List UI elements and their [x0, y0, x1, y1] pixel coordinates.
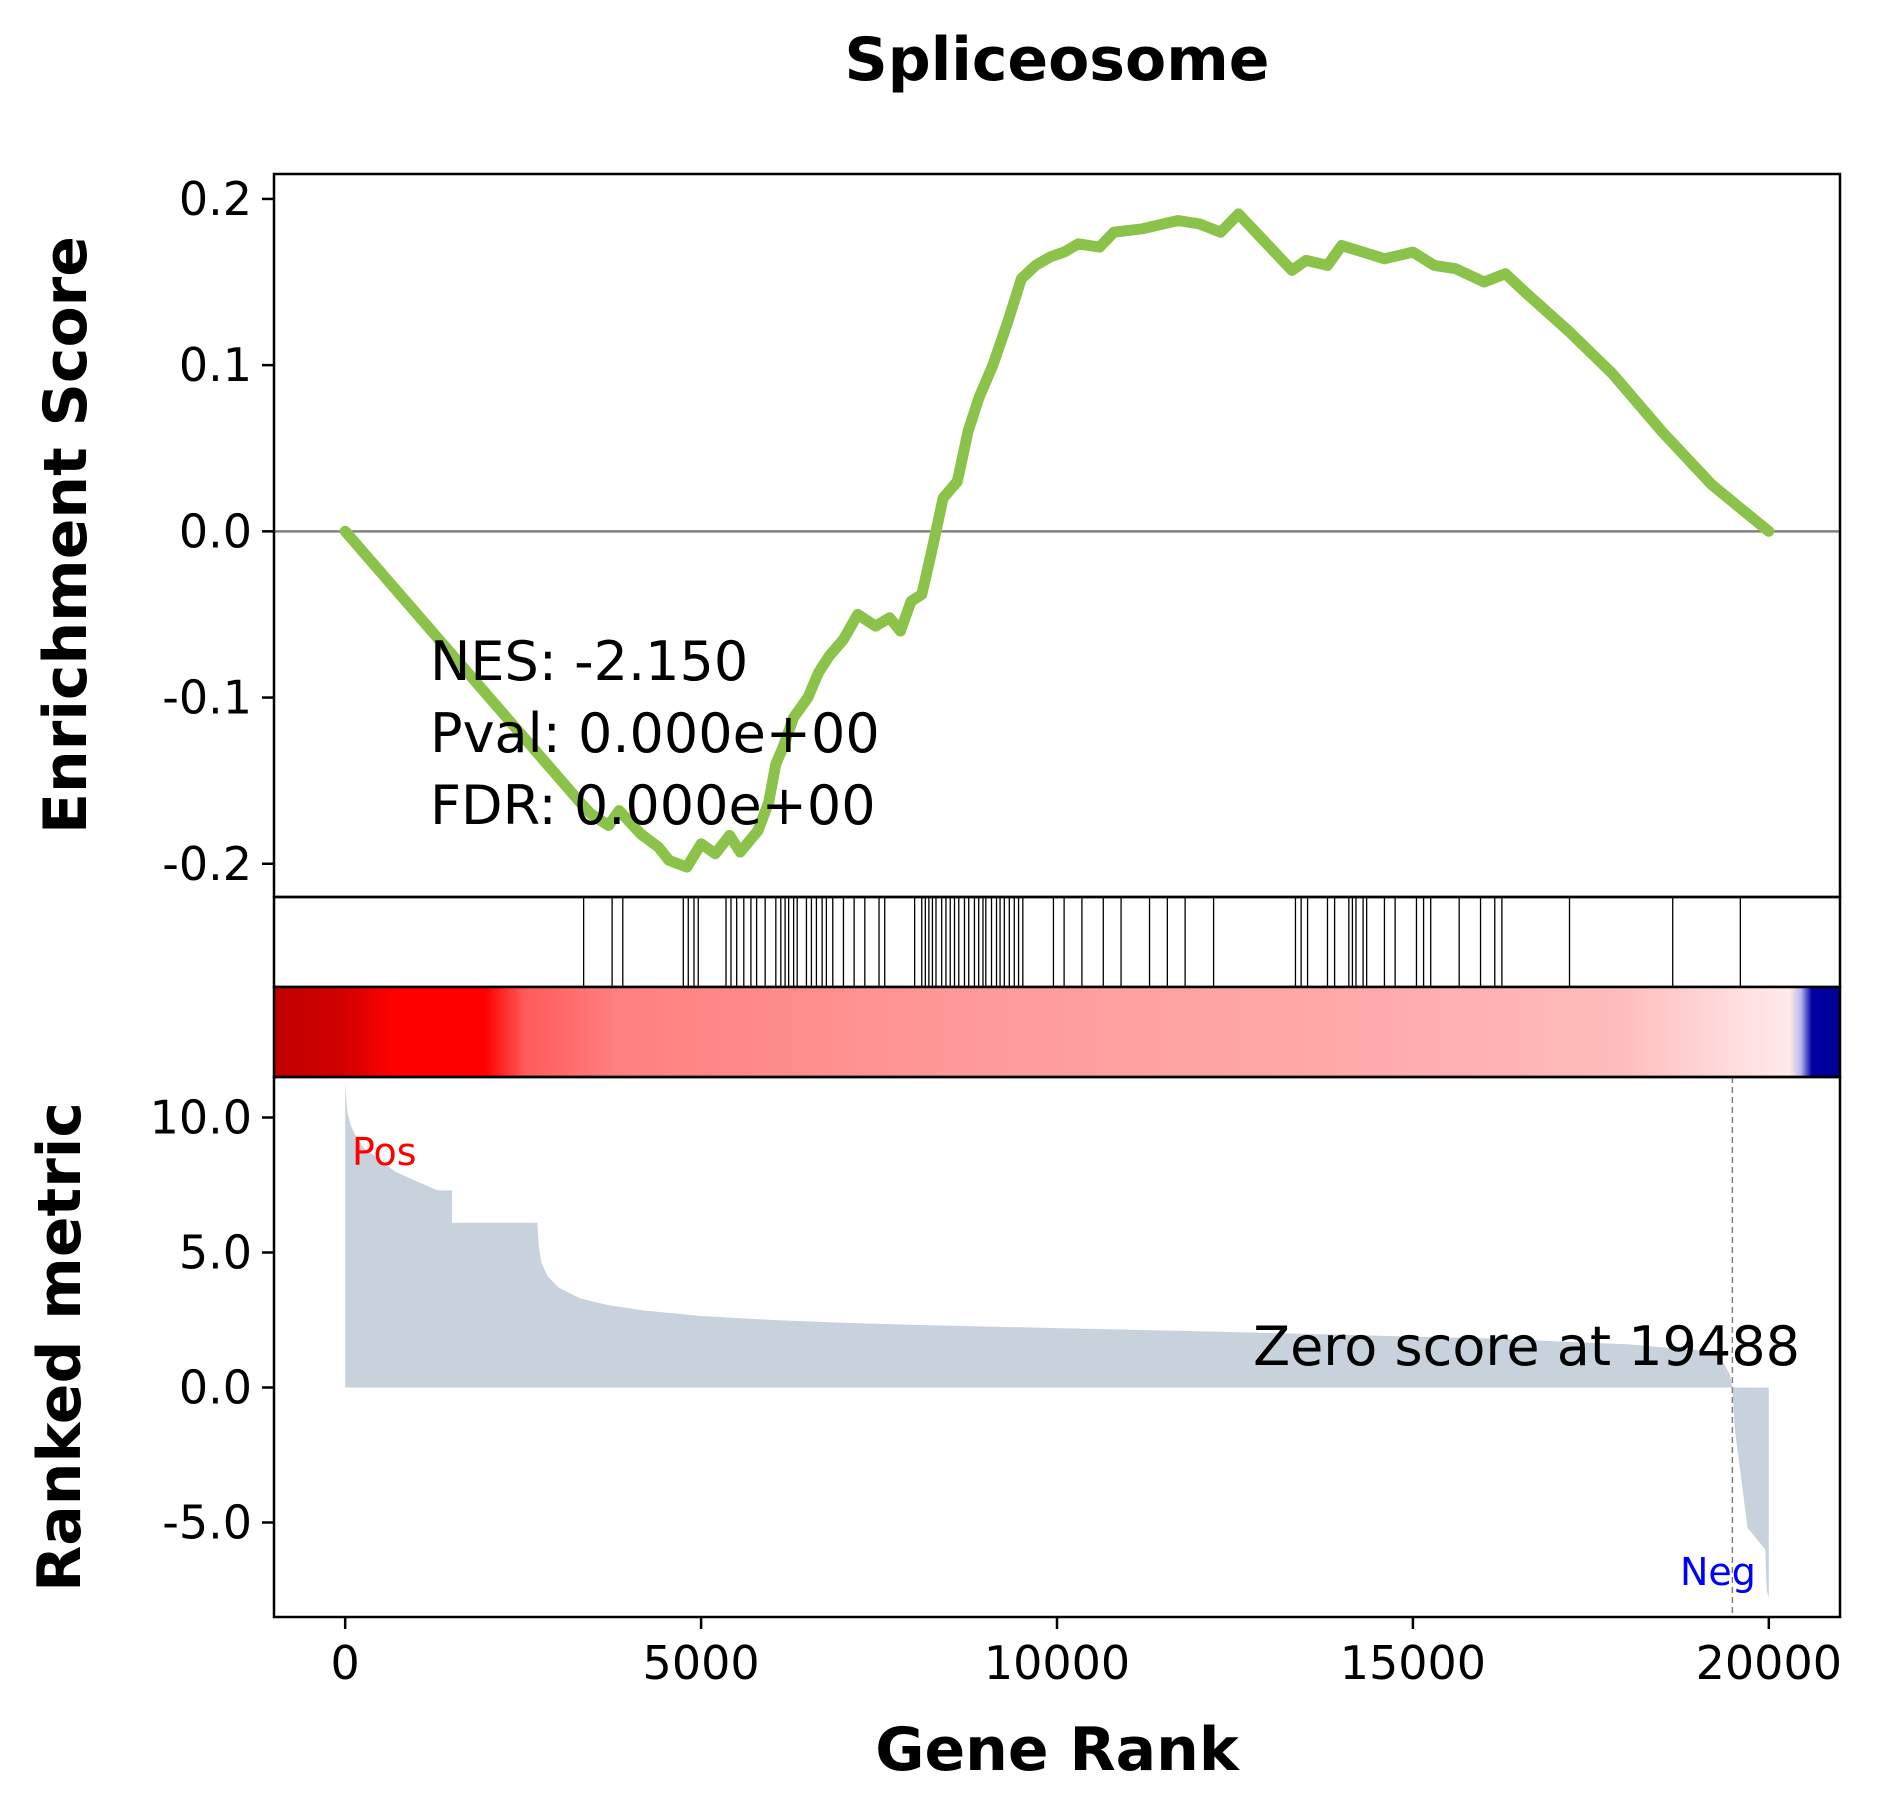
es-y-tick-label: -0.1: [162, 671, 252, 725]
nes-text: NES: -2.150: [430, 630, 748, 693]
ranked-metric-area: [345, 1082, 1769, 1599]
ranked-panel: 10.0 5.0 0.0 -5.0 0 5000 10000 15000 20000 Rank…: [25, 1075, 1842, 1785]
x-tick-label: 20000: [1696, 1636, 1842, 1690]
hits-panel: [272, 895, 1842, 989]
x-axis-title: Gene Rank: [875, 1715, 1241, 1785]
ranked-y-tick-label: 10.0: [150, 1091, 252, 1145]
es-curve-group: [339, 208, 1775, 873]
rank-color-bar: [274, 987, 1840, 1077]
hit-lines: [582, 897, 1741, 987]
ranked-y-tick-label: -5.0: [162, 1496, 252, 1550]
es-y-tick-label: 0.2: [179, 172, 252, 226]
ranked-area-group: [345, 1077, 1769, 1617]
x-tick-label: 15000: [1340, 1636, 1486, 1690]
pval-text: Pval: 0.000e+00: [430, 702, 880, 765]
es-y-axis-title: Enrichment Score: [31, 236, 101, 834]
hits-frame: [272, 895, 1842, 989]
enrichment-panel: 0.2 0.1 0.0 -0.1 -0.2 Enrichment Score NES: …: [31, 172, 1842, 899]
neg-label: Neg: [1680, 1550, 1756, 1594]
x-tick-label: 0: [331, 1636, 360, 1690]
chart-title: Spliceosome: [845, 25, 1270, 95]
colorbar-panel: [272, 985, 1842, 1079]
ranked-y-axis: 10.0 5.0 0.0 -5.0: [150, 1091, 274, 1550]
fdr-text: FDR: 0.000e+00: [430, 774, 876, 837]
x-axis: 0 5000 10000 15000 20000: [331, 1617, 1842, 1690]
ranked-y-tick-label: 0.0: [179, 1361, 252, 1415]
es-curve: [339, 208, 1775, 873]
x-tick-label: 5000: [643, 1636, 760, 1690]
es-y-tick-label: -0.2: [162, 837, 252, 891]
pos-label: Pos: [352, 1130, 417, 1174]
es-y-tick-label: 0.1: [179, 338, 252, 392]
x-tick-label: 10000: [984, 1636, 1130, 1690]
zero-score-text: Zero score at 19488: [1253, 1315, 1800, 1378]
ranked-y-tick-label: 5.0: [179, 1226, 252, 1280]
ranked-y-axis-title: Ranked metric: [25, 1102, 95, 1592]
es-y-axis: 0.2 0.1 0.0 -0.1 -0.2: [162, 172, 274, 891]
es-y-tick-label: 0.0: [179, 504, 252, 558]
